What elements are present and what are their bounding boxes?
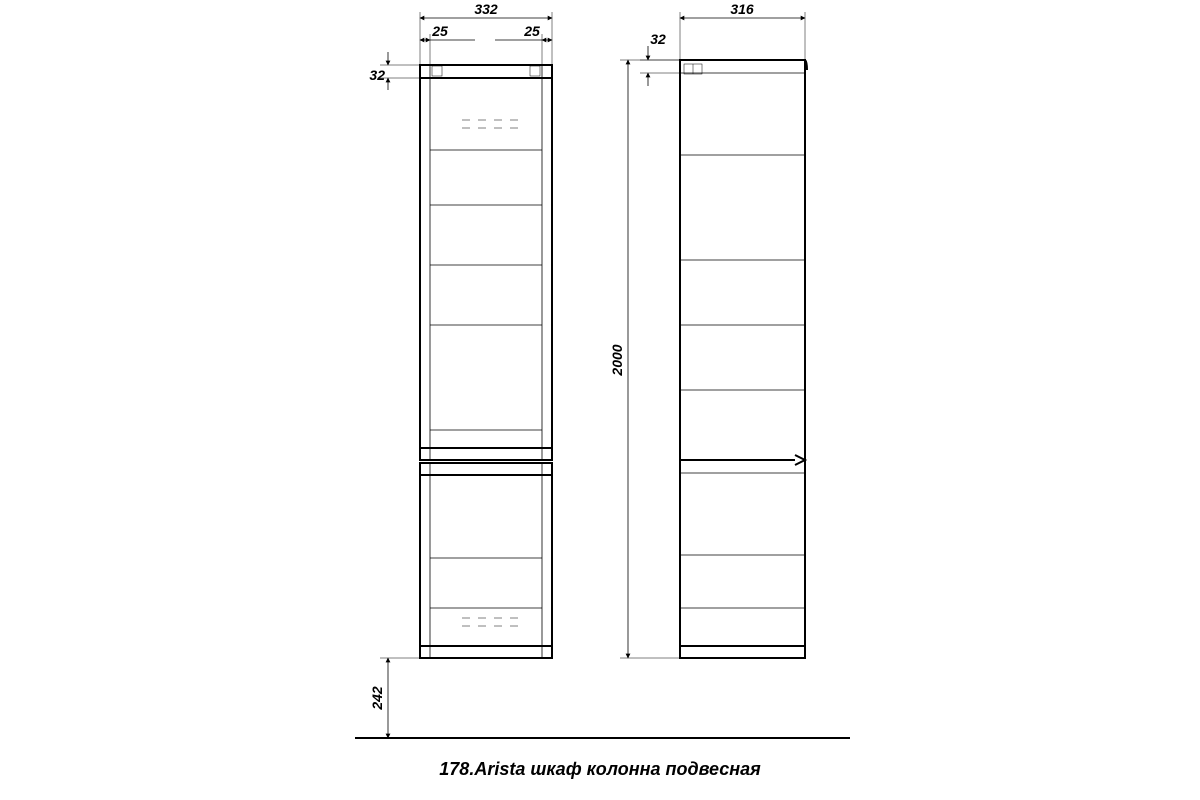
dim-height: 2000 bbox=[609, 60, 680, 658]
side-view bbox=[680, 60, 807, 658]
dim-label: 2000 bbox=[609, 344, 625, 376]
dim-inset-right: 25 bbox=[495, 23, 552, 65]
dim-label: 332 bbox=[474, 1, 498, 17]
dim-top-offset: 32 bbox=[369, 52, 420, 90]
technical-drawing: 332 25 25 32 316 32 200 bbox=[0, 0, 1200, 800]
dim-label: 316 bbox=[730, 1, 754, 17]
dim-side-top-offset: 32 bbox=[640, 31, 680, 86]
dim-label: 25 bbox=[523, 23, 540, 39]
dim-label: 25 bbox=[431, 23, 448, 39]
drawing-title: 178.Arista шкаф колонна подвесная bbox=[439, 759, 761, 779]
dim-label: 242 bbox=[369, 686, 385, 711]
dim-label: 32 bbox=[369, 67, 385, 83]
dim-depth: 316 bbox=[680, 1, 805, 60]
dim-label: 32 bbox=[650, 31, 666, 47]
dim-inset-left: 25 bbox=[420, 23, 475, 65]
dim-floor-gap: 242 bbox=[369, 658, 420, 738]
front-view bbox=[420, 65, 552, 658]
